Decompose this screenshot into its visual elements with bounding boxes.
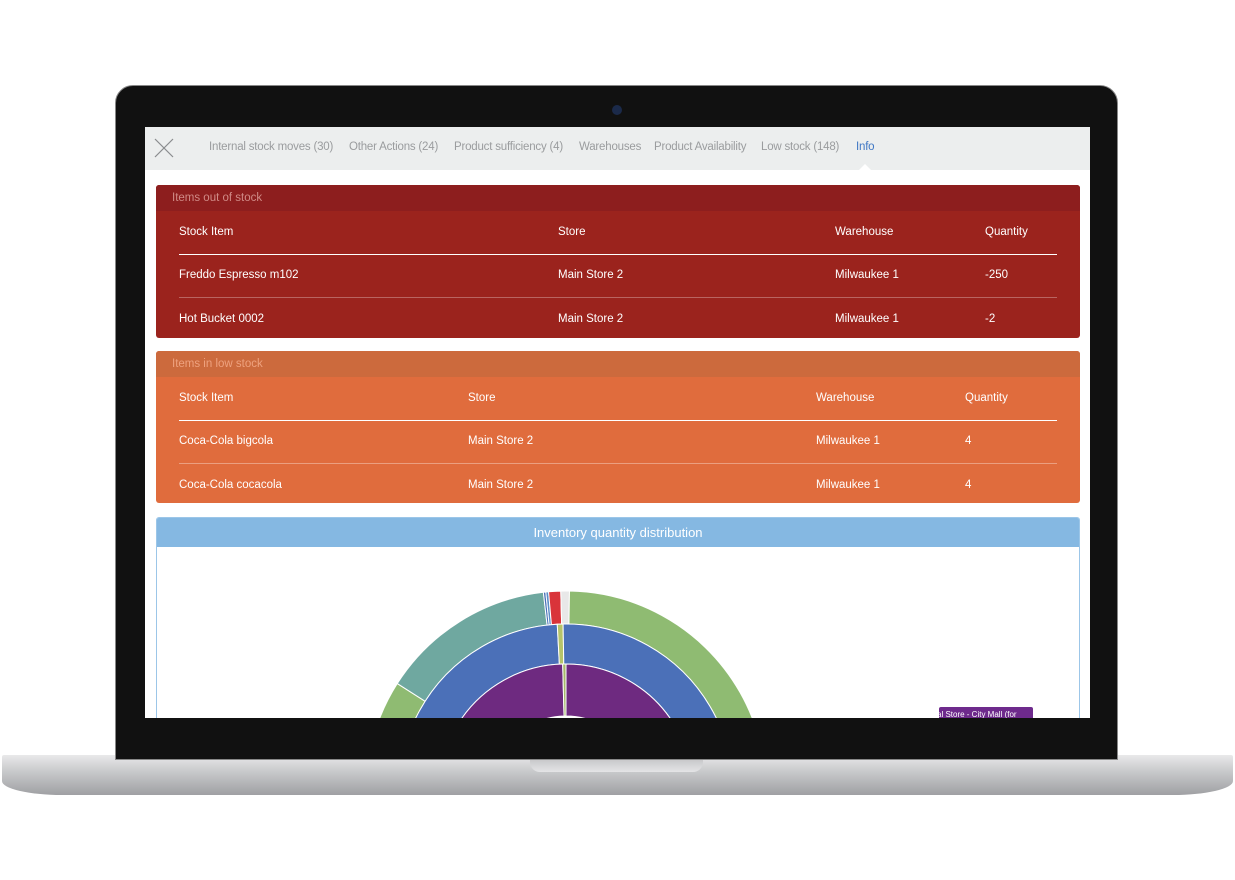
table-cell: Milwaukee 1 [816, 478, 880, 491]
table-cell: -2 [985, 312, 996, 325]
column-header: Quantity [985, 226, 1028, 238]
table-cell: Main Store 2 [468, 478, 534, 491]
chart-panel: Inventory quantity distribution al Store… [156, 517, 1080, 718]
row-rule [179, 463, 1057, 464]
table-cell: Main Store 2 [468, 435, 534, 447]
tab-bar: Internal stock moves (30) Other Actions (… [145, 127, 1090, 171]
table-cell: Main Store 2 [558, 312, 624, 325]
table-cell: Freddo Espresso m102 [179, 269, 299, 281]
chart-tooltip: al Store - City Mall (for [939, 707, 1033, 718]
table-cell: -250 [985, 269, 1009, 281]
screen: Internal stock moves (30) Other Actions (… [145, 127, 1090, 718]
row-rule [179, 297, 1057, 298]
tab[interactable]: Info [856, 141, 875, 153]
table-cell: Main Store 2 [558, 269, 624, 281]
close-button[interactable] [153, 137, 175, 159]
tab[interactable]: Product sufficiency (4) [454, 141, 563, 153]
table-cell: Coca-Cola bigcola [179, 435, 273, 447]
tab[interactable]: Product Availability [654, 141, 747, 153]
header-rule [179, 254, 1057, 255]
table-cell: Milwaukee 1 [835, 312, 899, 325]
column-header: Warehouse [816, 392, 875, 404]
column-header: Store [558, 226, 586, 238]
tab[interactable]: Internal stock moves (30) [209, 141, 334, 153]
sunburst-segment[interactable] [560, 590, 570, 625]
sunburst-segment[interactable] [565, 663, 693, 718]
tab[interactable]: Warehouses [579, 141, 642, 153]
sunburst-segment[interactable] [439, 663, 565, 718]
column-header: Store [468, 392, 496, 404]
table-cell: Coca-Cola cocacola [179, 478, 282, 491]
tab[interactable]: Low stock (148) [761, 141, 840, 153]
column-header: Stock Item [179, 226, 234, 238]
table-cell: 4 [965, 435, 972, 447]
active-tab-pointer [858, 164, 872, 171]
column-header: Stock Item [179, 392, 234, 404]
chart-title: Inventory quantity distribution [157, 518, 1079, 547]
column-header: Quantity [965, 392, 1008, 404]
panel-title: Items in low stock [156, 351, 1080, 377]
out-of-stock-panel: Items out of stock Stock Item Store Wareho… [156, 185, 1080, 338]
tab[interactable]: Other Actions (24) [349, 141, 439, 153]
column-header: Warehouse [835, 226, 894, 238]
table-cell: Milwaukee 1 [816, 435, 880, 447]
sunburst-chart [379, 590, 753, 718]
table-cell: 4 [965, 478, 972, 491]
panel-title: Items out of stock [156, 185, 1080, 211]
camera [612, 105, 622, 115]
sunburst-segment[interactable] [548, 590, 563, 626]
table-cell: Hot Bucket 0002 [179, 312, 265, 325]
header-rule [179, 420, 1057, 421]
low-stock-panel: Items in low stock Stock Item Store Wareho… [156, 351, 1080, 503]
table-cell: Milwaukee 1 [835, 269, 899, 281]
